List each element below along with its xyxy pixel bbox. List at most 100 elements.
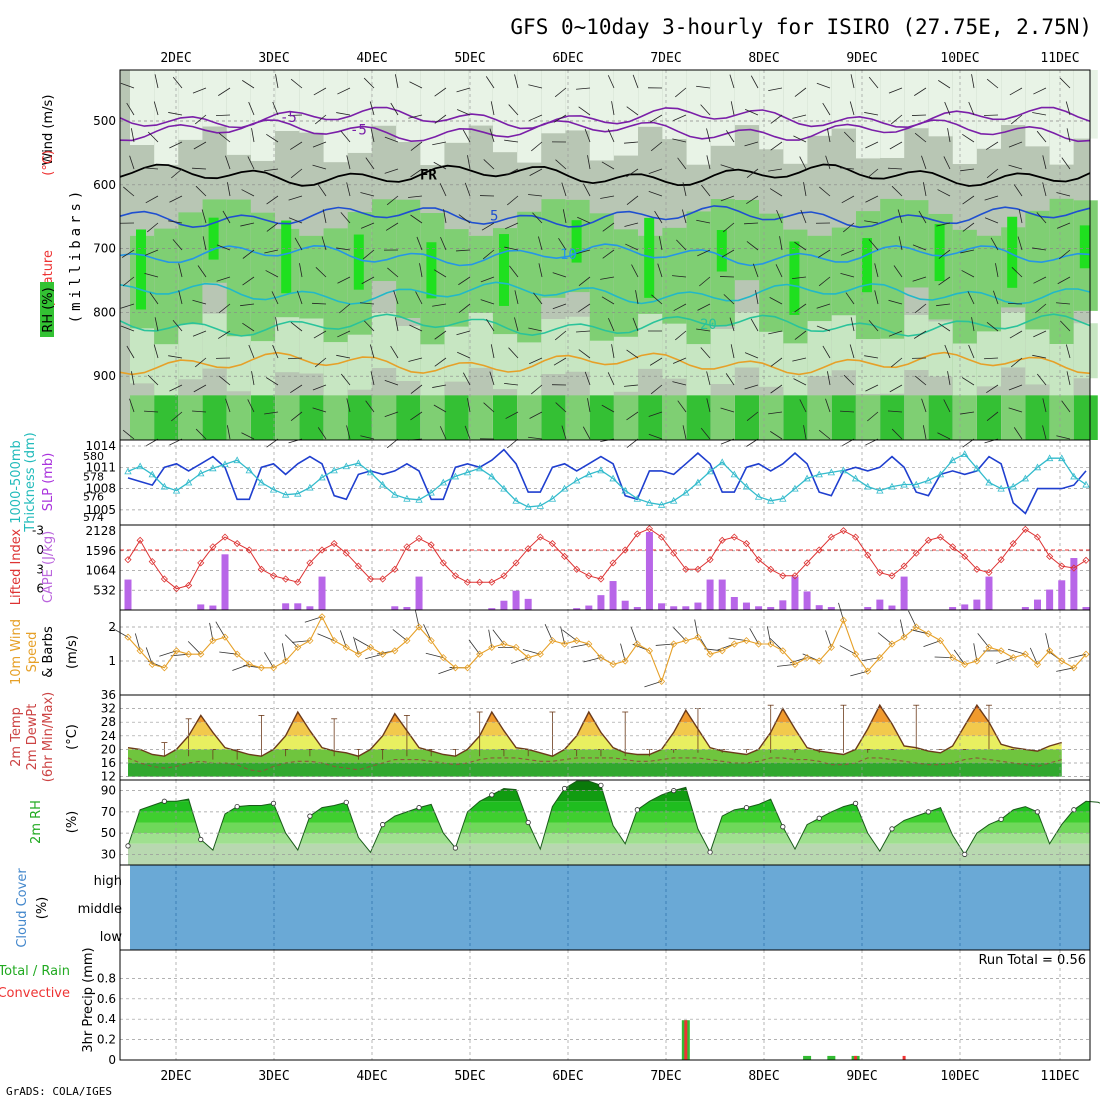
wind-barb <box>365 157 375 170</box>
thickness-marker <box>1009 482 1017 490</box>
wind-speed-marker <box>961 660 969 668</box>
li-marker <box>427 541 435 549</box>
wind-speed-marker <box>827 643 835 651</box>
thickness-marker <box>221 460 229 468</box>
wind-barb <box>626 106 639 116</box>
wind-speed-marker <box>791 660 799 668</box>
rh-band <box>1025 210 1050 339</box>
wind-barb <box>434 114 447 124</box>
wind-barb <box>898 236 903 251</box>
run-total: Run Total = 0.56 <box>978 953 1086 968</box>
wind-barb <box>720 195 735 202</box>
rh-band <box>589 395 614 440</box>
wind-barb <box>600 195 615 199</box>
wind-barb <box>456 249 471 252</box>
wind-barb <box>1008 141 1023 148</box>
cape-bar <box>815 605 823 610</box>
rh-band <box>565 70 590 131</box>
cape-bar <box>1021 607 1029 610</box>
wind-barb <box>384 136 399 143</box>
wind-barb <box>360 302 375 305</box>
wind-speed-marker <box>269 664 278 672</box>
wind-barb <box>729 317 735 332</box>
thickness-marker <box>609 474 617 482</box>
wind-barb <box>1056 435 1071 440</box>
thickness-marker <box>318 473 326 481</box>
wind-barb <box>746 411 759 422</box>
chart-title: GFS 0~10day 3-hourly for ISIRO (27.75E, … <box>510 15 1092 39</box>
wind-barb-10m <box>511 657 529 664</box>
wind-barb <box>505 168 519 176</box>
wind-barb <box>770 114 783 124</box>
wind-barb-10m <box>838 602 844 621</box>
rh-band <box>735 312 759 368</box>
wind-barb <box>275 317 279 332</box>
wind-barb <box>387 267 399 278</box>
wind-speed-marker <box>172 647 181 655</box>
y-tick-label: 1008 <box>85 482 116 496</box>
wind-barb <box>850 74 855 89</box>
temp-band <box>128 763 1062 777</box>
rh-band <box>565 395 590 440</box>
wind-barb <box>266 222 279 232</box>
rh-band <box>493 395 517 440</box>
wind-barb <box>943 156 951 170</box>
thickness-marker <box>585 470 593 478</box>
wind-barb <box>849 101 855 116</box>
wind-barb <box>891 185 903 197</box>
wind-barb <box>363 77 375 89</box>
wind-barb <box>632 74 639 89</box>
wind-barb <box>554 87 567 98</box>
li-marker <box>864 551 872 559</box>
wind-barb <box>672 381 687 386</box>
wind-barb <box>369 344 375 359</box>
wind-barb <box>840 249 855 256</box>
wind-barb-10m <box>1045 633 1051 651</box>
wind-barb <box>888 330 903 337</box>
wind-speed-marker <box>124 633 132 641</box>
rh-band <box>1025 395 1050 440</box>
wind-barb <box>794 303 807 313</box>
wind-barb <box>504 246 519 251</box>
thickness-marker <box>148 470 156 478</box>
rh-bands <box>128 781 1090 865</box>
wind-barb <box>611 344 615 359</box>
wind-barb <box>218 375 231 386</box>
wind-barb <box>169 141 183 149</box>
wind-speed-marker <box>864 667 872 675</box>
wind-barb <box>699 276 711 287</box>
wind-barb <box>313 330 327 339</box>
wind-barb <box>458 214 471 224</box>
li-cape-panel: -3 0 3 6 532 1064 1596 2128 Lifted Index CAPE (… <box>9 524 1091 611</box>
wind-barb <box>346 425 351 440</box>
wind-barb-10m <box>620 643 626 662</box>
wind-barb <box>1065 101 1071 116</box>
rh-marker <box>1071 807 1077 813</box>
wind-barb <box>1033 87 1047 95</box>
rh-band <box>589 70 614 161</box>
wind-barb <box>818 276 831 287</box>
wind-barb <box>195 185 207 197</box>
rh-band <box>662 323 687 379</box>
wind-barb <box>290 322 303 332</box>
rh-band <box>952 343 977 399</box>
wind-barb <box>962 222 975 232</box>
wind-speed-marker <box>573 637 581 645</box>
wind-barb <box>149 292 159 305</box>
wind-barb <box>962 133 975 143</box>
wind-barb <box>845 292 855 305</box>
li-tick: 3 <box>36 562 44 576</box>
wind-barb <box>648 191 663 197</box>
li-marker <box>839 527 848 535</box>
li-marker <box>160 575 168 583</box>
wind-barb <box>730 101 735 116</box>
li-marker <box>936 533 945 541</box>
rh-band <box>136 229 146 310</box>
wind-barb <box>433 161 447 170</box>
wind-barb-10m <box>522 649 541 655</box>
wind-barb <box>171 411 183 422</box>
wind-barb <box>370 128 375 143</box>
wind-barb <box>528 327 543 332</box>
rh-band <box>202 313 227 369</box>
li-marker <box>233 539 241 548</box>
